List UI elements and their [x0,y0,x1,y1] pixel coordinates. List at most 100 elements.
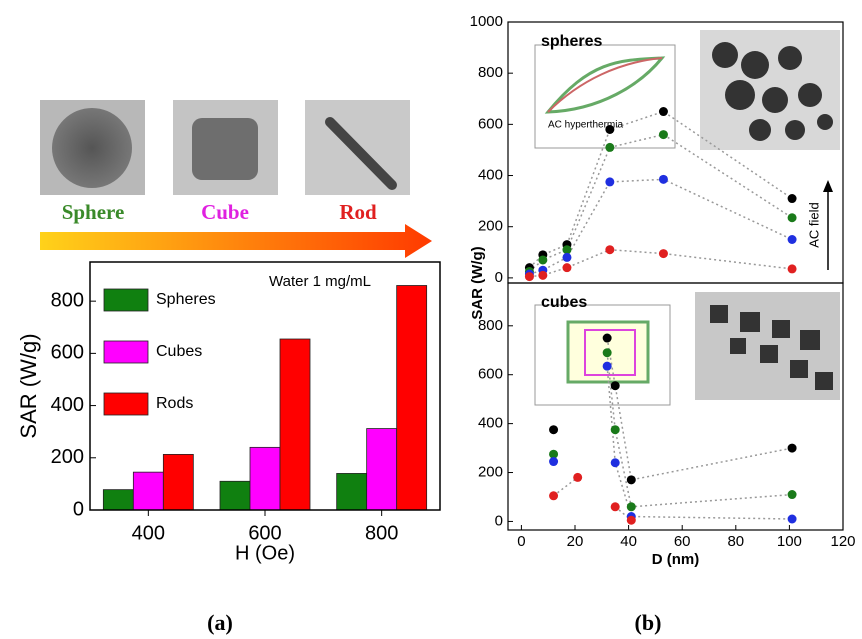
data-point [573,472,583,482]
inset-label: AC hyperthermia [548,120,623,131]
data-point [787,264,797,274]
data-point [605,142,615,152]
data-point [549,491,559,501]
x-tick-label: 400 [132,522,165,544]
y-tick-label: 800 [478,317,503,334]
tem-particles [712,42,833,141]
y-tick-label: 0 [73,498,84,520]
data-point [787,490,797,500]
x-tick-label: 120 [830,533,855,550]
y-tick-label: 0 [495,269,503,286]
x-tick-label: 60 [674,533,691,550]
data-point [538,255,548,265]
legend-swatch [103,288,149,312]
legend-label: Rods [156,395,193,412]
data-point [610,502,620,512]
bar [249,446,281,511]
plot-frame [507,282,844,531]
bar [162,453,194,511]
y-tick-label: 1000 [470,13,503,30]
y-tick-label: 400 [478,166,503,183]
trend-arrow [40,224,432,258]
bar [219,480,251,511]
panel-label: (a) [207,610,233,635]
series-line [606,337,793,481]
x-tick-label: 600 [248,522,281,544]
bar [396,285,428,511]
shape-label: Cube [201,200,249,224]
series-line [553,476,579,497]
y-axis-label: SAR (W/g) [469,246,486,319]
data-point [610,458,620,468]
y-tick-label: 600 [478,115,503,132]
x-tick-label: 80 [727,533,744,550]
y-axis-label: SAR (W/g) [16,333,41,438]
legend-swatch [103,392,149,416]
series-line [606,366,793,520]
y-tick-label: 800 [478,64,503,81]
bar [102,489,134,511]
x-tick-label: 20 [567,533,584,550]
data-point [626,475,636,485]
rod-particle [325,117,397,190]
hysteresis-loop [584,329,636,376]
shape-label: Sphere [62,200,125,224]
y-tick-label: 400 [51,394,84,416]
field-arrow-head [823,180,833,192]
series-line [614,506,632,521]
arrow-label: AC field [806,202,821,248]
data-point [605,124,615,134]
plot-frame [89,261,441,511]
data-point [626,502,636,512]
panel-label: (b) [635,610,662,635]
bar [279,338,311,511]
data-point [562,263,572,273]
bar [132,471,164,511]
x-tick-label: 0 [517,533,525,550]
y-tick-label: 200 [478,463,503,480]
data-point [562,252,572,262]
hysteresis-inset [534,44,676,149]
data-point [610,425,620,435]
tem-particles [710,305,833,390]
x-axis-label: H (Oe) [235,542,295,564]
bar [366,428,398,511]
panel-title: cubes [541,294,587,311]
data-point [787,213,797,223]
data-point [605,245,615,255]
data-point [787,235,797,244]
data-point [787,443,797,453]
x-tick-label: 100 [777,533,802,550]
data-point [538,270,548,280]
sphere-particle [52,108,132,188]
data-point [787,194,797,204]
series-line [528,133,793,273]
data-point [549,449,559,459]
y-tick-label: 600 [478,366,503,383]
panel-title: spheres [541,33,602,50]
y-tick-label: 200 [51,446,84,468]
annotation: Water 1 mg/mL [269,273,371,290]
data-point [626,515,636,525]
bar [336,473,368,511]
shape-label: Rod [339,200,377,224]
legend-label: Spheres [156,291,216,308]
data-point [602,333,612,343]
data-point [658,174,668,184]
data-point [549,457,559,467]
data-point [605,177,615,187]
hysteresis-loop [547,57,663,113]
data-point [610,381,620,391]
data-point [602,361,612,371]
cube-particle [192,118,258,180]
data-point [602,348,612,358]
legend-swatch [103,340,149,364]
data-point [787,514,797,524]
x-axis-label: D (nm) [652,551,700,568]
data-point [658,107,668,117]
x-tick-label: 40 [620,533,637,550]
data-point [658,249,668,259]
y-tick-label: 0 [495,512,503,529]
